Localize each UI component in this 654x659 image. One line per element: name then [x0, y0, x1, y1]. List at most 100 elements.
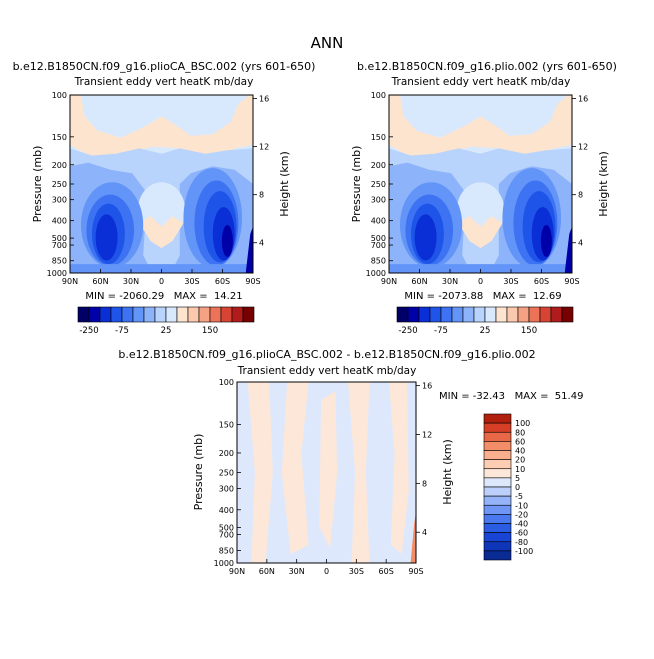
- colorbar-label: -20: [515, 510, 528, 519]
- panel-right-case-title: b.e12.B1850CN.f09_g16.plio.002 (yrs 601-…: [357, 60, 617, 73]
- panel-left-case-title: b.e12.B1850CN.f09_g16.plioCA_BSC.002 (yr…: [13, 60, 316, 73]
- colorbar-swatch: [561, 306, 574, 323]
- y-tick-label: 300: [371, 196, 386, 205]
- panel-left-stats: MIN = -2060.29 MAX = 14.21: [85, 291, 242, 302]
- panel-diff-stats: MIN = -32.43 MAX = 51.49: [439, 391, 583, 402]
- x-tick-label: 0: [324, 567, 329, 576]
- y-tick-label: 200: [371, 161, 386, 170]
- contour-positive-tropics: [139, 216, 184, 249]
- y2-tick-label: 4: [259, 239, 264, 248]
- x-tick-label: 30N: [442, 277, 458, 286]
- colorbar-label: -250: [398, 326, 417, 336]
- y-tick-label: 700: [371, 241, 386, 250]
- panel-right-contours: [389, 95, 572, 273]
- colorbar-swatch: [483, 532, 512, 543]
- colorbar-swatch: [396, 306, 409, 323]
- colorbar-swatch: [132, 306, 145, 323]
- colorbar-label: -40: [515, 520, 528, 529]
- colorbar-swatch: [483, 459, 512, 470]
- panel-right-y2-ticks: 16 12 8 4: [572, 95, 588, 248]
- colorbar-swatch: [110, 306, 123, 323]
- colorbar-swatch: [484, 306, 497, 323]
- colorbar-swatch: [483, 495, 512, 506]
- contour-right-level-1: [540, 224, 552, 257]
- colorbar-label: -75: [115, 326, 129, 336]
- y-tick-label: 400: [219, 506, 234, 515]
- panel-diff-x-ticks: 90N 60N 30N 0 30S 60S 90S: [229, 559, 424, 576]
- panel-right-y2label: Height (km): [597, 151, 610, 217]
- panel-left-y2label: Height (km): [278, 151, 291, 217]
- x-tick-label: 30S: [184, 277, 199, 286]
- colorbar-label: 150: [521, 326, 537, 336]
- panel-left-colorbar: -250 -75 25 150: [77, 306, 255, 336]
- y-tick-label: 250: [219, 469, 234, 478]
- contour-left-level-2: [95, 214, 118, 261]
- panel-diff-ylabel: Pressure (mb): [192, 434, 205, 511]
- y-tick-label: 1000: [366, 269, 386, 278]
- y2-tick-label: 8: [422, 479, 427, 488]
- panel-left: b.e12.B1850CN.f09_g16.plioCA_BSC.002 (yr…: [13, 60, 316, 336]
- y2-tick-label: 8: [578, 191, 583, 200]
- y-tick-label: 500: [219, 524, 234, 533]
- panel-diff-case-title: b.e12.B1850CN.f09_g16.plioCA_BSC.002 - b…: [118, 348, 535, 361]
- panel-right: b.e12.B1850CN.f09_g16.plio.002 (yrs 601-…: [350, 60, 617, 336]
- x-tick-label: 90N: [229, 567, 245, 576]
- colorbar-label: 20: [515, 456, 525, 465]
- diff-positive-region-0: [247, 382, 273, 563]
- colorbar-swatch: [187, 306, 200, 323]
- colorbar-swatch: [451, 306, 464, 323]
- colorbar-label: 100: [515, 419, 530, 428]
- colorbar-swatch: [473, 306, 486, 323]
- y-tick-label: 500: [52, 234, 67, 243]
- panel-diff: b.e12.B1850CN.f09_g16.plioCA_BSC.002 - b…: [118, 348, 583, 576]
- colorbar-swatch: [483, 413, 512, 424]
- colorbar-swatch: [77, 306, 90, 323]
- colorbar-swatch: [176, 306, 189, 323]
- panel-left-ylabel: Pressure (mb): [31, 146, 44, 223]
- y-tick-label: 100: [52, 91, 67, 100]
- colorbar-swatch: [483, 422, 512, 433]
- y-tick-label: 250: [371, 180, 386, 189]
- colorbar-label: -60: [515, 529, 528, 538]
- diff-positive-region-2: [319, 391, 338, 549]
- colorbar-label: -250: [79, 326, 98, 336]
- contour-surface: [389, 264, 572, 273]
- y2-tick-label: 12: [578, 143, 588, 152]
- colorbar-label: -100: [515, 547, 533, 556]
- page-title: ANN: [311, 34, 344, 52]
- colorbar-swatch: [483, 504, 512, 515]
- colorbar-swatch: [220, 306, 233, 323]
- contour-band-upper-right: [502, 95, 550, 122]
- colorbar-swatch: [550, 306, 563, 323]
- colorbar-swatch: [539, 306, 552, 323]
- x-tick-label: 60N: [411, 277, 427, 286]
- diff-positive-region-4: [389, 382, 409, 554]
- contour-positive-upper: [389, 95, 572, 160]
- x-tick-label: 90N: [62, 277, 78, 286]
- colorbar-label: 150: [202, 326, 218, 336]
- y-tick-label: 850: [219, 547, 234, 556]
- panel-diff-y2label: Height (km): [441, 439, 454, 505]
- panel-right-var-title: Transient eddy vert heatK mb/day: [391, 76, 571, 88]
- y2-tick-label: 4: [578, 239, 583, 248]
- colorbar-swatch: [198, 306, 211, 323]
- contour-band-upper-right: [183, 95, 231, 122]
- contour-positive-upper: [70, 95, 253, 160]
- colorbar-swatch: [407, 306, 420, 323]
- panel-right-colorbar: -250 -75 25 150: [396, 306, 574, 336]
- y-tick-label: 300: [219, 484, 234, 493]
- x-tick-label: 60N: [259, 567, 275, 576]
- y-tick-label: 850: [52, 257, 67, 266]
- x-tick-label: 90N: [381, 277, 397, 286]
- colorbar-label: -75: [434, 326, 448, 336]
- y-tick-label: 1000: [47, 269, 67, 278]
- y-tick-label: 200: [52, 161, 67, 170]
- colorbar-label: 0: [515, 483, 520, 492]
- colorbar-swatch: [242, 306, 255, 323]
- y-tick-label: 1000: [214, 559, 234, 568]
- y-tick-label: 700: [52, 241, 67, 250]
- colorbar-swatch: [483, 486, 512, 497]
